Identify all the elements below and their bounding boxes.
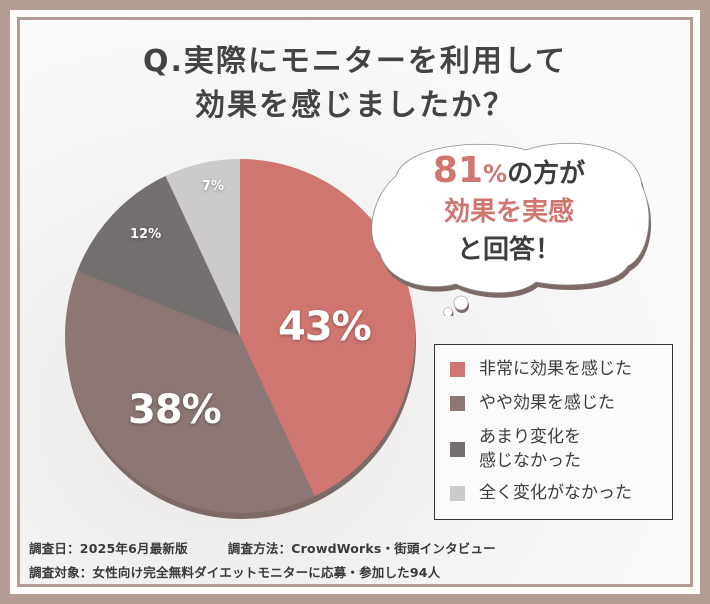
bubble-line-1-rest: の方が [507,159,586,189]
bubble-text: 81%の方が 効果を実感 と回答！ [374,152,644,269]
legend-item-none: 全く変化がなかった [450,481,632,505]
pie-slice-very [240,159,415,497]
pie-slice-none [165,159,240,336]
legend-label-little: あまり変化を 感じなかった [479,427,581,471]
chart-title: Q.実際にモニターを利用して 効果を感じましたか？ [0,40,710,128]
survey-target: 調査対象：女性向け完全無料ダイエットモニターに応募・参加した94人 [29,565,441,580]
bubble-percent-sign: % [483,160,508,188]
title-line-2: 効果を感じましたか？ [195,88,515,123]
legend-item-very: 非常に効果を感じた [450,357,632,381]
legend-item-somewhat: やや効果を感じた [450,391,615,415]
legend-swatch-very [450,361,465,377]
pie-slice-little [77,175,240,336]
legend-swatch-none [450,485,465,501]
slice-label-very: 43% [278,304,372,350]
slice-label-somewhat: 38% [128,387,222,433]
legend-swatch-little [450,441,465,457]
slice-label-little: 12% [130,227,162,242]
footer-line-1: 調査日：2025年6月最新版 調査方法：CrowdWorks・街頭インタビュー [29,537,496,561]
slice-label-none: 7% [202,179,225,194]
pie-chart: 43% 38% 12% 7% [60,152,422,524]
legend-label-none: 全く変化がなかった [479,483,632,503]
bubble-percent-number: 81 [432,150,484,191]
survey-date: 調査日：2025年6月最新版 [29,541,188,556]
pie-svg [65,159,416,519]
pie-slices [65,159,415,513]
bubble-line-2: 効果を実感 [443,197,574,227]
survey-method: 調査方法：CrowdWorks・街頭インタビュー [227,541,496,556]
pie-slice-somewhat [65,270,315,513]
legend-swatch-somewhat [450,395,465,411]
bubble-line-1: 81%の方が [374,152,644,193]
legend-label-very: 非常に効果を感じた [479,359,632,379]
chart-legend: 非常に効果を感じた やや効果を感じた あまり変化を 感じなかった 全く変化がなか… [434,344,673,520]
legend-item-little: あまり変化を 感じなかった [450,425,581,473]
title-line-1: Q.実際にモニターを利用して [143,44,567,79]
legend-label-somewhat: やや効果を感じた [479,393,615,413]
bubble-line-3: と回答！ [456,235,561,265]
survey-footer: 調査日：2025年6月最新版 調査方法：CrowdWorks・街頭インタビュー 調… [29,537,496,585]
thought-bubble [371,142,652,316]
